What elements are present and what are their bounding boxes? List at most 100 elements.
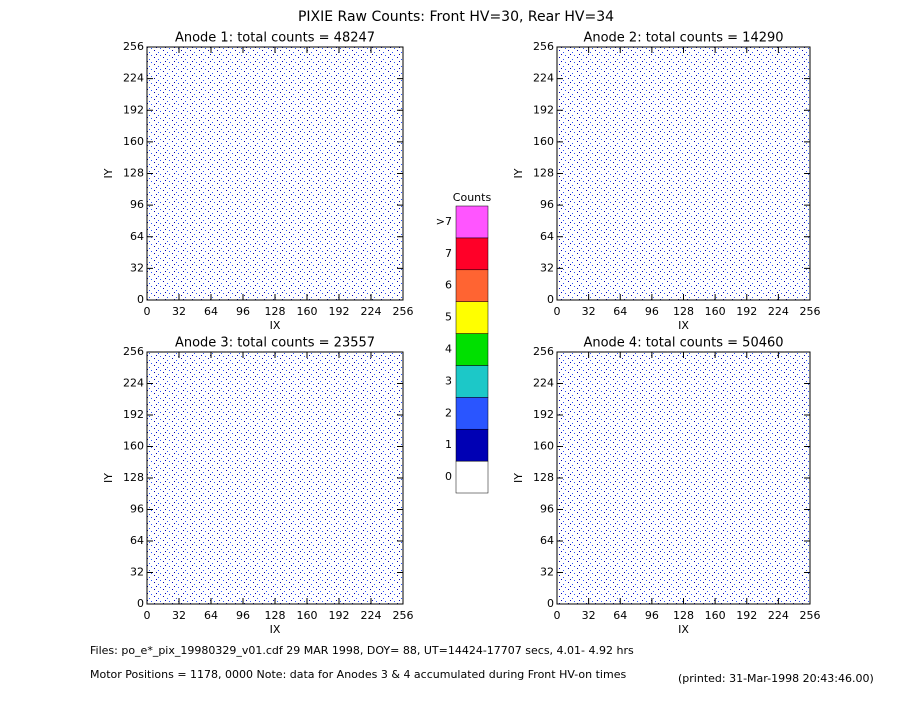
y-tick-label: 0 bbox=[547, 293, 554, 306]
x-tick-label: 32 bbox=[582, 305, 596, 318]
y-tick-label: 128 bbox=[533, 471, 554, 484]
plot-area bbox=[556, 351, 811, 605]
y-tick-label: 224 bbox=[533, 377, 554, 390]
x-tick-label: 224 bbox=[361, 305, 382, 318]
y-tick-label: 64 bbox=[540, 230, 554, 243]
files-note: Files: po_e*_pix_19980329_v01.cdf 29 MAR… bbox=[90, 644, 634, 657]
y-axis-label: IY bbox=[102, 473, 115, 483]
y-tick-label: 0 bbox=[137, 597, 144, 610]
x-tick-label: 32 bbox=[172, 609, 186, 622]
panel-title: Anode 1: total counts = 48247 bbox=[175, 31, 375, 46]
x-tick-label: 128 bbox=[265, 305, 286, 318]
colorbar-swatch bbox=[455, 269, 489, 302]
y-tick-label: 256 bbox=[533, 40, 554, 53]
colorbar-swatch bbox=[455, 301, 489, 334]
colorbar-swatch bbox=[455, 333, 489, 366]
x-tick-label: 160 bbox=[705, 609, 726, 622]
colorbar-label: 2 bbox=[445, 406, 452, 419]
x-tick-label: 0 bbox=[144, 305, 151, 318]
y-tick-label: 32 bbox=[540, 566, 554, 579]
x-tick-label: 32 bbox=[172, 305, 186, 318]
y-tick-label: 96 bbox=[540, 503, 554, 516]
x-tick-label: 256 bbox=[393, 305, 414, 318]
y-tick-label: 32 bbox=[540, 261, 554, 274]
y-tick-label: 96 bbox=[130, 503, 144, 516]
panel-title: Anode 2: total counts = 14290 bbox=[583, 31, 783, 46]
y-tick-label: 160 bbox=[123, 135, 144, 148]
y-tick-label: 0 bbox=[547, 597, 554, 610]
x-axis-label: IX bbox=[678, 319, 689, 332]
x-tick-label: 192 bbox=[329, 609, 350, 622]
x-tick-label: 224 bbox=[768, 609, 789, 622]
x-tick-label: 160 bbox=[297, 305, 318, 318]
x-axis-label: IX bbox=[678, 623, 689, 636]
x-tick-label: 0 bbox=[144, 609, 151, 622]
x-tick-label: 160 bbox=[705, 305, 726, 318]
y-tick-label: 64 bbox=[540, 534, 554, 547]
x-axis-label: IX bbox=[270, 319, 281, 332]
x-tick-label: 128 bbox=[265, 609, 286, 622]
figure-title: PIXIE Raw Counts: Front HV=30, Rear HV=3… bbox=[298, 9, 614, 25]
colorbar-swatch bbox=[455, 460, 489, 494]
x-tick-label: 192 bbox=[329, 305, 350, 318]
y-tick-label: 224 bbox=[123, 72, 144, 85]
y-tick-label: 128 bbox=[533, 167, 554, 180]
y-axis-label: IY bbox=[512, 168, 525, 178]
colorbar-swatch bbox=[455, 428, 489, 462]
x-tick-label: 128 bbox=[673, 609, 694, 622]
x-tick-label: 32 bbox=[582, 609, 596, 622]
x-tick-label: 96 bbox=[236, 609, 250, 622]
y-tick-label: 64 bbox=[130, 534, 144, 547]
motor-note: Motor Positions = 1178, 0000 Note: data … bbox=[90, 668, 626, 681]
colorbar-label: 6 bbox=[445, 279, 452, 292]
y-tick-label: 256 bbox=[123, 40, 144, 53]
x-tick-label: 64 bbox=[204, 305, 218, 318]
y-tick-label: 192 bbox=[533, 103, 554, 116]
y-tick-label: 256 bbox=[123, 345, 144, 358]
y-tick-label: 32 bbox=[130, 566, 144, 579]
y-tick-label: 224 bbox=[123, 377, 144, 390]
plot-area bbox=[556, 46, 811, 301]
x-tick-label: 96 bbox=[236, 305, 250, 318]
colorbar-label: >7 bbox=[436, 215, 452, 228]
plot-area bbox=[146, 351, 404, 605]
colorbar-title: Counts bbox=[453, 191, 492, 204]
colorbar-swatch bbox=[455, 205, 489, 239]
y-tick-label: 224 bbox=[533, 72, 554, 85]
y-tick-label: 192 bbox=[123, 408, 144, 421]
panel-title: Anode 3: total counts = 23557 bbox=[175, 336, 375, 351]
x-tick-label: 96 bbox=[645, 305, 659, 318]
x-tick-label: 96 bbox=[645, 609, 659, 622]
plot-area bbox=[146, 46, 404, 301]
x-tick-label: 192 bbox=[736, 305, 757, 318]
x-tick-label: 256 bbox=[800, 609, 821, 622]
y-tick-label: 128 bbox=[123, 167, 144, 180]
y-axis-label: IY bbox=[102, 168, 115, 178]
y-tick-label: 32 bbox=[130, 261, 144, 274]
colorbar-label: 7 bbox=[445, 247, 452, 260]
colorbar-label: 4 bbox=[445, 343, 452, 356]
x-axis-label: IX bbox=[270, 623, 281, 636]
x-tick-label: 256 bbox=[393, 609, 414, 622]
colorbar-label: 1 bbox=[445, 438, 452, 451]
y-tick-label: 0 bbox=[137, 293, 144, 306]
x-tick-label: 128 bbox=[673, 305, 694, 318]
printed-note: (printed: 31-Mar-1998 20:43:46.00) bbox=[678, 672, 874, 685]
colorbar-label: 3 bbox=[445, 374, 452, 387]
x-tick-label: 160 bbox=[297, 609, 318, 622]
panel-title: Anode 4: total counts = 50460 bbox=[583, 336, 783, 351]
y-tick-label: 160 bbox=[533, 440, 554, 453]
x-tick-label: 64 bbox=[613, 305, 627, 318]
x-tick-label: 64 bbox=[613, 609, 627, 622]
colorbar-swatch bbox=[455, 237, 489, 271]
y-tick-label: 96 bbox=[540, 198, 554, 211]
colorbar-label: 0 bbox=[445, 470, 452, 483]
colorbar-swatch bbox=[455, 365, 489, 398]
x-tick-label: 64 bbox=[204, 609, 218, 622]
colorbar-swatch bbox=[455, 397, 489, 430]
y-tick-label: 192 bbox=[533, 408, 554, 421]
y-tick-label: 160 bbox=[533, 135, 554, 148]
x-tick-label: 256 bbox=[800, 305, 821, 318]
x-tick-label: 224 bbox=[361, 609, 382, 622]
